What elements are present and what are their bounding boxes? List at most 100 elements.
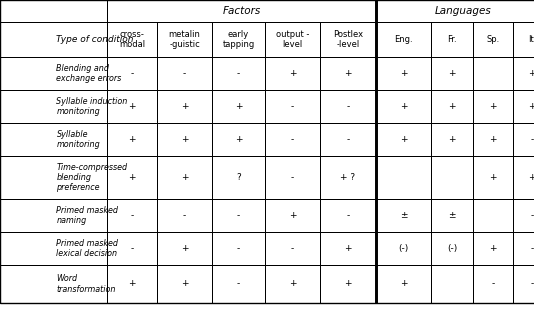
Bar xyxy=(376,0,534,22)
Text: -: - xyxy=(237,280,240,288)
Text: Primed masked
lexical decision: Primed masked lexical decision xyxy=(57,239,119,258)
Text: -: - xyxy=(347,102,350,111)
Bar xyxy=(0,0,107,22)
Text: Fr.: Fr. xyxy=(447,35,457,44)
Bar xyxy=(0,22,107,57)
Bar xyxy=(431,123,473,156)
Bar xyxy=(0,123,107,156)
Bar xyxy=(320,90,376,123)
Text: -: - xyxy=(130,211,134,220)
Text: -: - xyxy=(530,135,533,144)
Bar xyxy=(376,57,431,90)
Bar xyxy=(265,57,320,90)
Text: -: - xyxy=(130,244,134,253)
Text: -: - xyxy=(347,211,350,220)
Bar xyxy=(157,57,212,90)
Bar xyxy=(473,199,513,232)
Text: +: + xyxy=(344,280,352,288)
Text: +: + xyxy=(528,173,534,182)
Bar xyxy=(513,232,534,265)
Text: +: + xyxy=(448,69,456,78)
Bar xyxy=(0,199,107,232)
Bar xyxy=(376,232,431,265)
Bar xyxy=(431,90,473,123)
Bar xyxy=(212,232,265,265)
Text: +: + xyxy=(128,280,136,288)
Text: cross-
modal: cross- modal xyxy=(119,30,145,49)
Text: +: + xyxy=(344,244,352,253)
Bar xyxy=(265,90,320,123)
Bar xyxy=(107,0,376,22)
Text: +: + xyxy=(180,135,189,144)
Bar xyxy=(265,232,320,265)
Bar xyxy=(376,265,431,303)
Text: Syllable induction
monitoring: Syllable induction monitoring xyxy=(57,97,128,116)
Bar xyxy=(513,90,534,123)
Text: Time-compressed
blending
preference: Time-compressed blending preference xyxy=(57,163,128,192)
Text: +: + xyxy=(400,280,407,288)
Text: metalin
-guistic: metalin -guistic xyxy=(169,30,200,49)
Bar xyxy=(157,265,212,303)
Text: -: - xyxy=(183,211,186,220)
Text: -: - xyxy=(183,69,186,78)
Bar xyxy=(513,199,534,232)
Bar xyxy=(0,265,107,303)
Text: +: + xyxy=(289,280,296,288)
Text: +: + xyxy=(128,102,136,111)
Text: +: + xyxy=(180,102,189,111)
Bar xyxy=(513,265,534,303)
Text: +: + xyxy=(400,69,407,78)
Text: +: + xyxy=(528,69,534,78)
Bar xyxy=(0,90,107,123)
Text: +: + xyxy=(489,135,497,144)
Text: -: - xyxy=(291,244,294,253)
Bar xyxy=(212,265,265,303)
Bar xyxy=(431,57,473,90)
Bar xyxy=(265,265,320,303)
Bar xyxy=(0,57,107,90)
Text: Syllable
monitoring: Syllable monitoring xyxy=(57,130,100,149)
Bar xyxy=(431,156,473,199)
Text: ?: ? xyxy=(236,173,241,182)
Text: Primed masked
naming: Primed masked naming xyxy=(57,206,119,225)
Text: Factors: Factors xyxy=(222,6,261,16)
Text: -: - xyxy=(237,211,240,220)
Text: -: - xyxy=(530,244,533,253)
Text: +: + xyxy=(128,135,136,144)
Bar xyxy=(0,156,107,199)
Text: -: - xyxy=(530,211,533,220)
Bar xyxy=(212,57,265,90)
Text: (-): (-) xyxy=(447,244,457,253)
Text: +: + xyxy=(489,173,497,182)
Text: -: - xyxy=(237,69,240,78)
Bar xyxy=(212,199,265,232)
Text: +: + xyxy=(289,69,296,78)
Text: -: - xyxy=(237,244,240,253)
Bar xyxy=(513,22,534,57)
Bar xyxy=(376,123,431,156)
Bar xyxy=(513,156,534,199)
Text: +: + xyxy=(128,173,136,182)
Text: + ?: + ? xyxy=(341,173,356,182)
Bar xyxy=(320,57,376,90)
Text: +: + xyxy=(344,69,352,78)
Bar xyxy=(212,156,265,199)
Text: -: - xyxy=(491,280,494,288)
Bar xyxy=(320,123,376,156)
Bar xyxy=(320,232,376,265)
Bar xyxy=(107,123,157,156)
Bar xyxy=(431,199,473,232)
Bar xyxy=(473,22,513,57)
Bar xyxy=(265,199,320,232)
Text: -: - xyxy=(291,173,294,182)
Text: Postlex
-level: Postlex -level xyxy=(333,30,363,49)
Bar xyxy=(157,199,212,232)
Text: Type of condition: Type of condition xyxy=(57,35,134,44)
Bar xyxy=(473,90,513,123)
Text: +: + xyxy=(489,102,497,111)
Text: -: - xyxy=(291,135,294,144)
Bar xyxy=(376,199,431,232)
Bar xyxy=(473,156,513,199)
Text: -: - xyxy=(130,69,134,78)
Text: +: + xyxy=(180,244,189,253)
